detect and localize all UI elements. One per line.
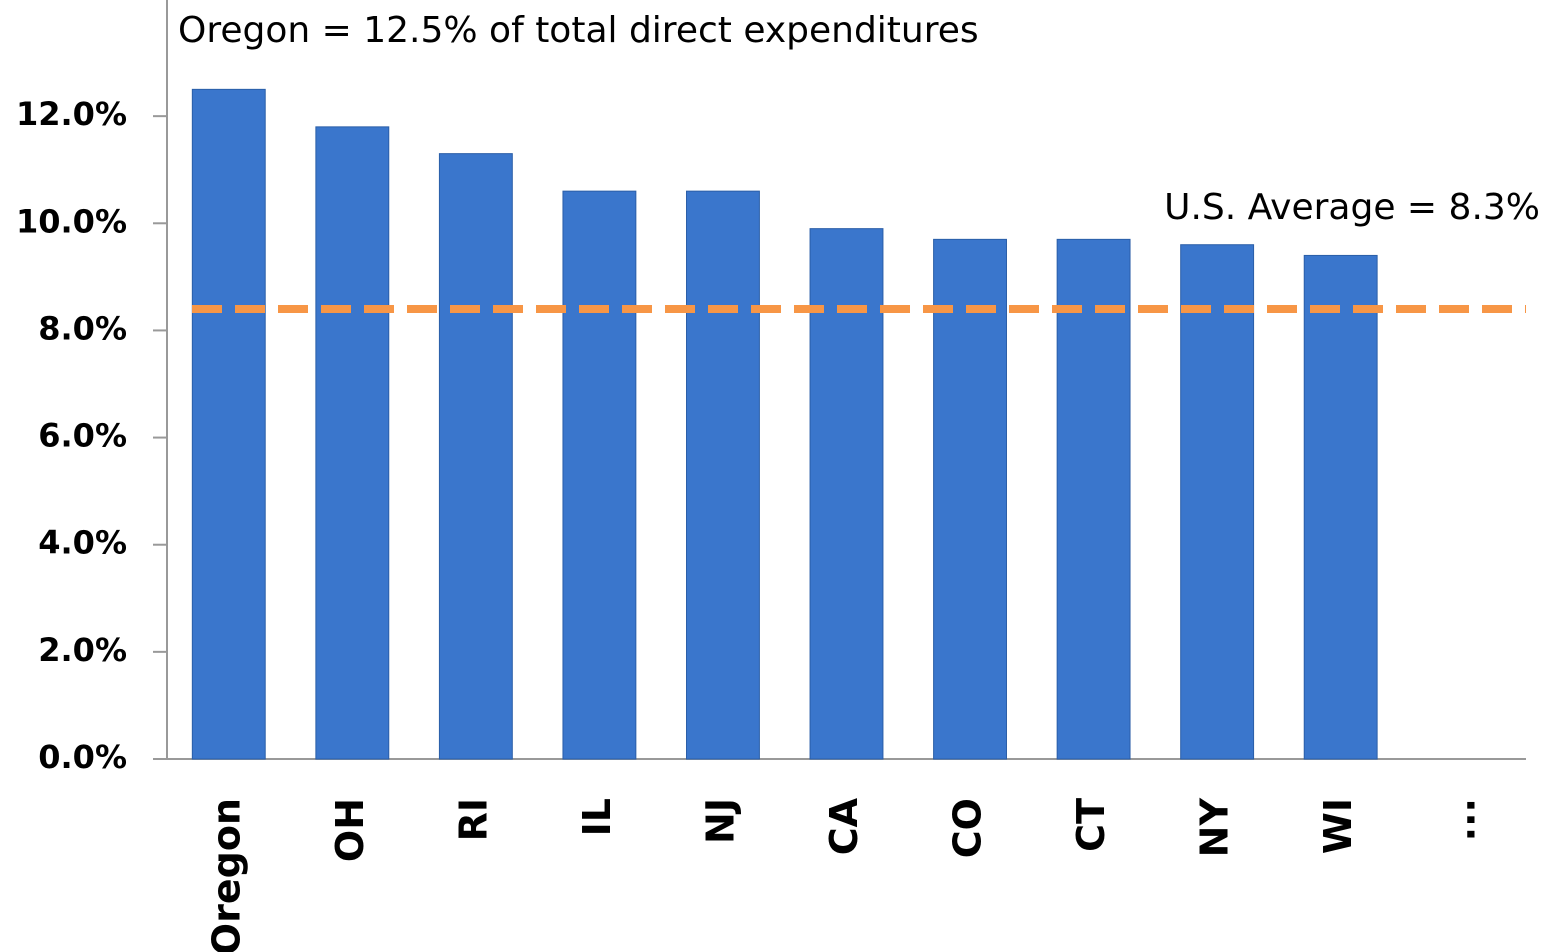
y-tick-label: 10.0% — [16, 202, 127, 240]
bar — [315, 126, 390, 760]
x-tick-label: RI — [451, 798, 495, 841]
x-tick-label: WI — [1316, 798, 1360, 854]
bar — [438, 153, 513, 760]
y-tick-label: 8.0% — [38, 309, 127, 347]
bar — [1180, 244, 1255, 760]
x-tick-label: CT — [1069, 798, 1113, 852]
bar — [686, 190, 760, 760]
bar — [562, 190, 637, 760]
y-tick-label: 6.0% — [38, 417, 127, 455]
bar — [809, 228, 884, 760]
x-tick-label: NY — [1193, 798, 1237, 858]
x-tick-label: OH — [328, 798, 372, 862]
x-tick-label: ... — [1440, 798, 1484, 841]
x-tick-label: Oregon — [204, 798, 248, 952]
annotation: U.S. Average = 8.3% — [1164, 187, 1540, 228]
y-tick-label: 4.0% — [38, 524, 127, 562]
bar — [1056, 238, 1131, 760]
y-tick-label: 12.0% — [16, 95, 127, 133]
bar — [191, 88, 266, 760]
x-tick-label: CO — [946, 798, 990, 858]
x-tick-label: IL — [575, 798, 619, 836]
bar — [1303, 254, 1378, 760]
y-tick-label: 2.0% — [38, 631, 127, 669]
annotation: Oregon = 12.5% of total direct expenditu… — [178, 10, 979, 51]
y-tick-label: 0.0% — [38, 738, 127, 776]
x-tick-label: CA — [822, 797, 866, 855]
x-tick-label: NJ — [698, 798, 742, 844]
bar — [933, 238, 1007, 760]
